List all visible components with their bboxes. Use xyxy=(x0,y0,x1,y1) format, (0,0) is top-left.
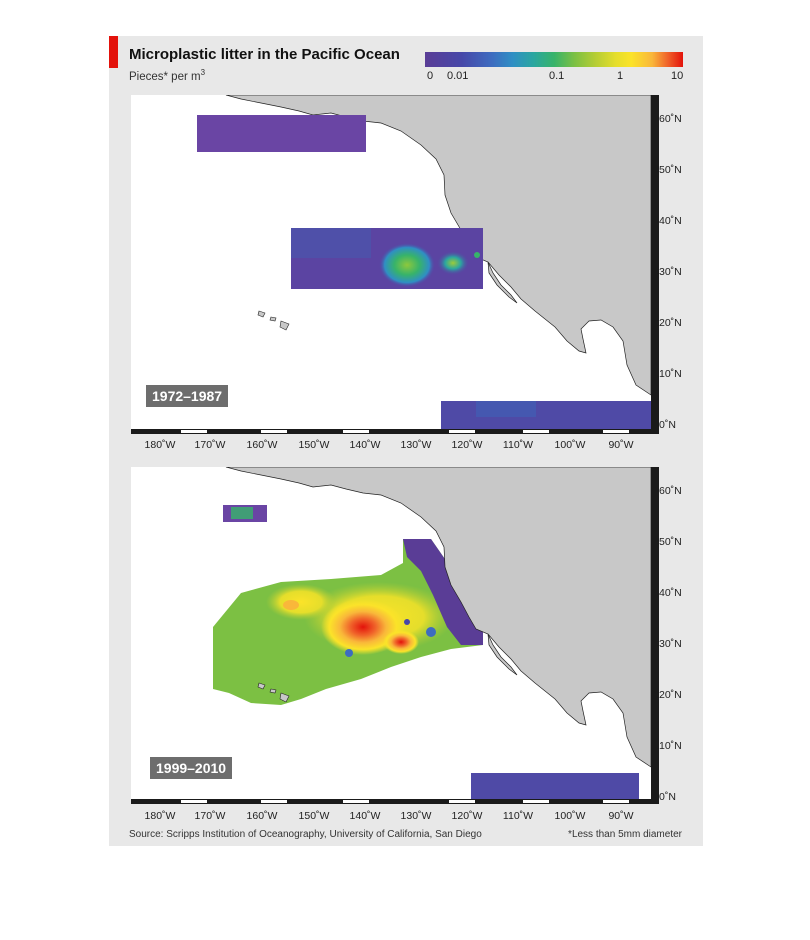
map-panel-1999-2010 xyxy=(131,467,651,801)
lon-label-150: 150˚W xyxy=(298,810,330,822)
lon-label-170: 170˚W xyxy=(194,439,226,451)
lat-label-60: 60˚N xyxy=(659,113,682,125)
chart-subtitle: Pieces* per m3 xyxy=(129,68,205,83)
lat-label-50: 50˚N xyxy=(659,536,682,548)
lon-label-180: 180˚W xyxy=(144,810,176,822)
lat-label-30: 30˚N xyxy=(659,638,682,650)
lat-label-20: 20˚N xyxy=(659,317,682,329)
lon-label-120: 120˚W xyxy=(451,810,483,822)
lon-label-100: 100˚W xyxy=(554,439,586,451)
lon-label-110: 110˚W xyxy=(502,810,534,822)
lon-label-90: 90˚W xyxy=(608,810,634,822)
legend-tick: 0.01 xyxy=(447,70,469,82)
data-patch-equatorial xyxy=(441,401,651,429)
color-scale-legend xyxy=(425,52,683,67)
hawaii-islands xyxy=(257,310,290,331)
lat-label-30: 30˚N xyxy=(659,266,682,278)
lat-label-0: 0˚N xyxy=(659,419,676,431)
longitude-axis-2 xyxy=(131,799,659,804)
legend-tick: 1 xyxy=(617,70,624,82)
hawaii-islands-2 xyxy=(257,682,290,703)
footnote: *Less than 5mm diameter xyxy=(568,829,682,840)
chart-title: Microplastic litter in the Pacific Ocean xyxy=(129,46,400,63)
latitude-axis xyxy=(651,95,659,429)
baja-california xyxy=(487,261,518,304)
legend-tick: 0 xyxy=(427,70,434,82)
lon-label-160: 160˚W xyxy=(246,810,278,822)
lat-label-50: 50˚N xyxy=(659,164,682,176)
lon-label-150: 150˚W xyxy=(298,439,330,451)
lon-label-180: 180˚W xyxy=(144,439,176,451)
lat-label-20: 20˚N xyxy=(659,689,682,701)
lat-label-10: 10˚N xyxy=(659,740,682,752)
lat-label-40: 40˚N xyxy=(659,587,682,599)
lon-label-170: 170˚W xyxy=(194,810,226,822)
legend-tick: 0.1 xyxy=(549,70,565,82)
lon-label-130: 130˚W xyxy=(400,810,432,822)
lon-label-90: 90˚W xyxy=(608,439,634,451)
subtitle-text: Pieces* per m xyxy=(129,70,201,83)
lon-label-140: 140˚W xyxy=(349,439,381,451)
period-label-1: 1972–1987 xyxy=(146,385,229,407)
baja-california-2 xyxy=(487,633,518,676)
data-patch-california-coast xyxy=(403,539,483,645)
lat-label-10: 10˚N xyxy=(659,368,682,380)
subtitle-superscript: 3 xyxy=(200,68,206,77)
lon-label-140: 140˚W xyxy=(349,810,381,822)
latitude-axis-2 xyxy=(651,467,659,801)
lat-label-40: 40˚N xyxy=(659,215,682,227)
lat-label-0: 0˚N xyxy=(659,791,676,803)
data-patch-equatorial-2 xyxy=(471,773,639,799)
lon-label-100: 100˚W xyxy=(554,810,586,822)
data-patch-gulf-of-alaska xyxy=(197,115,366,152)
lon-label-110: 110˚W xyxy=(502,439,534,451)
period-label-2: 1999–2010 xyxy=(150,757,233,779)
lon-label-120: 120˚W xyxy=(451,439,483,451)
legend-tick: 10 xyxy=(671,70,684,82)
longitude-axis xyxy=(131,429,659,434)
map-panel-1972-1987 xyxy=(131,95,651,429)
lon-label-130: 130˚W xyxy=(400,439,432,451)
source-note: Source: Scripps Institution of Oceanogra… xyxy=(129,829,482,840)
lon-label-160: 160˚W xyxy=(246,439,278,451)
brand-accent-bar xyxy=(109,36,118,68)
lat-label-60: 60˚N xyxy=(659,485,682,497)
